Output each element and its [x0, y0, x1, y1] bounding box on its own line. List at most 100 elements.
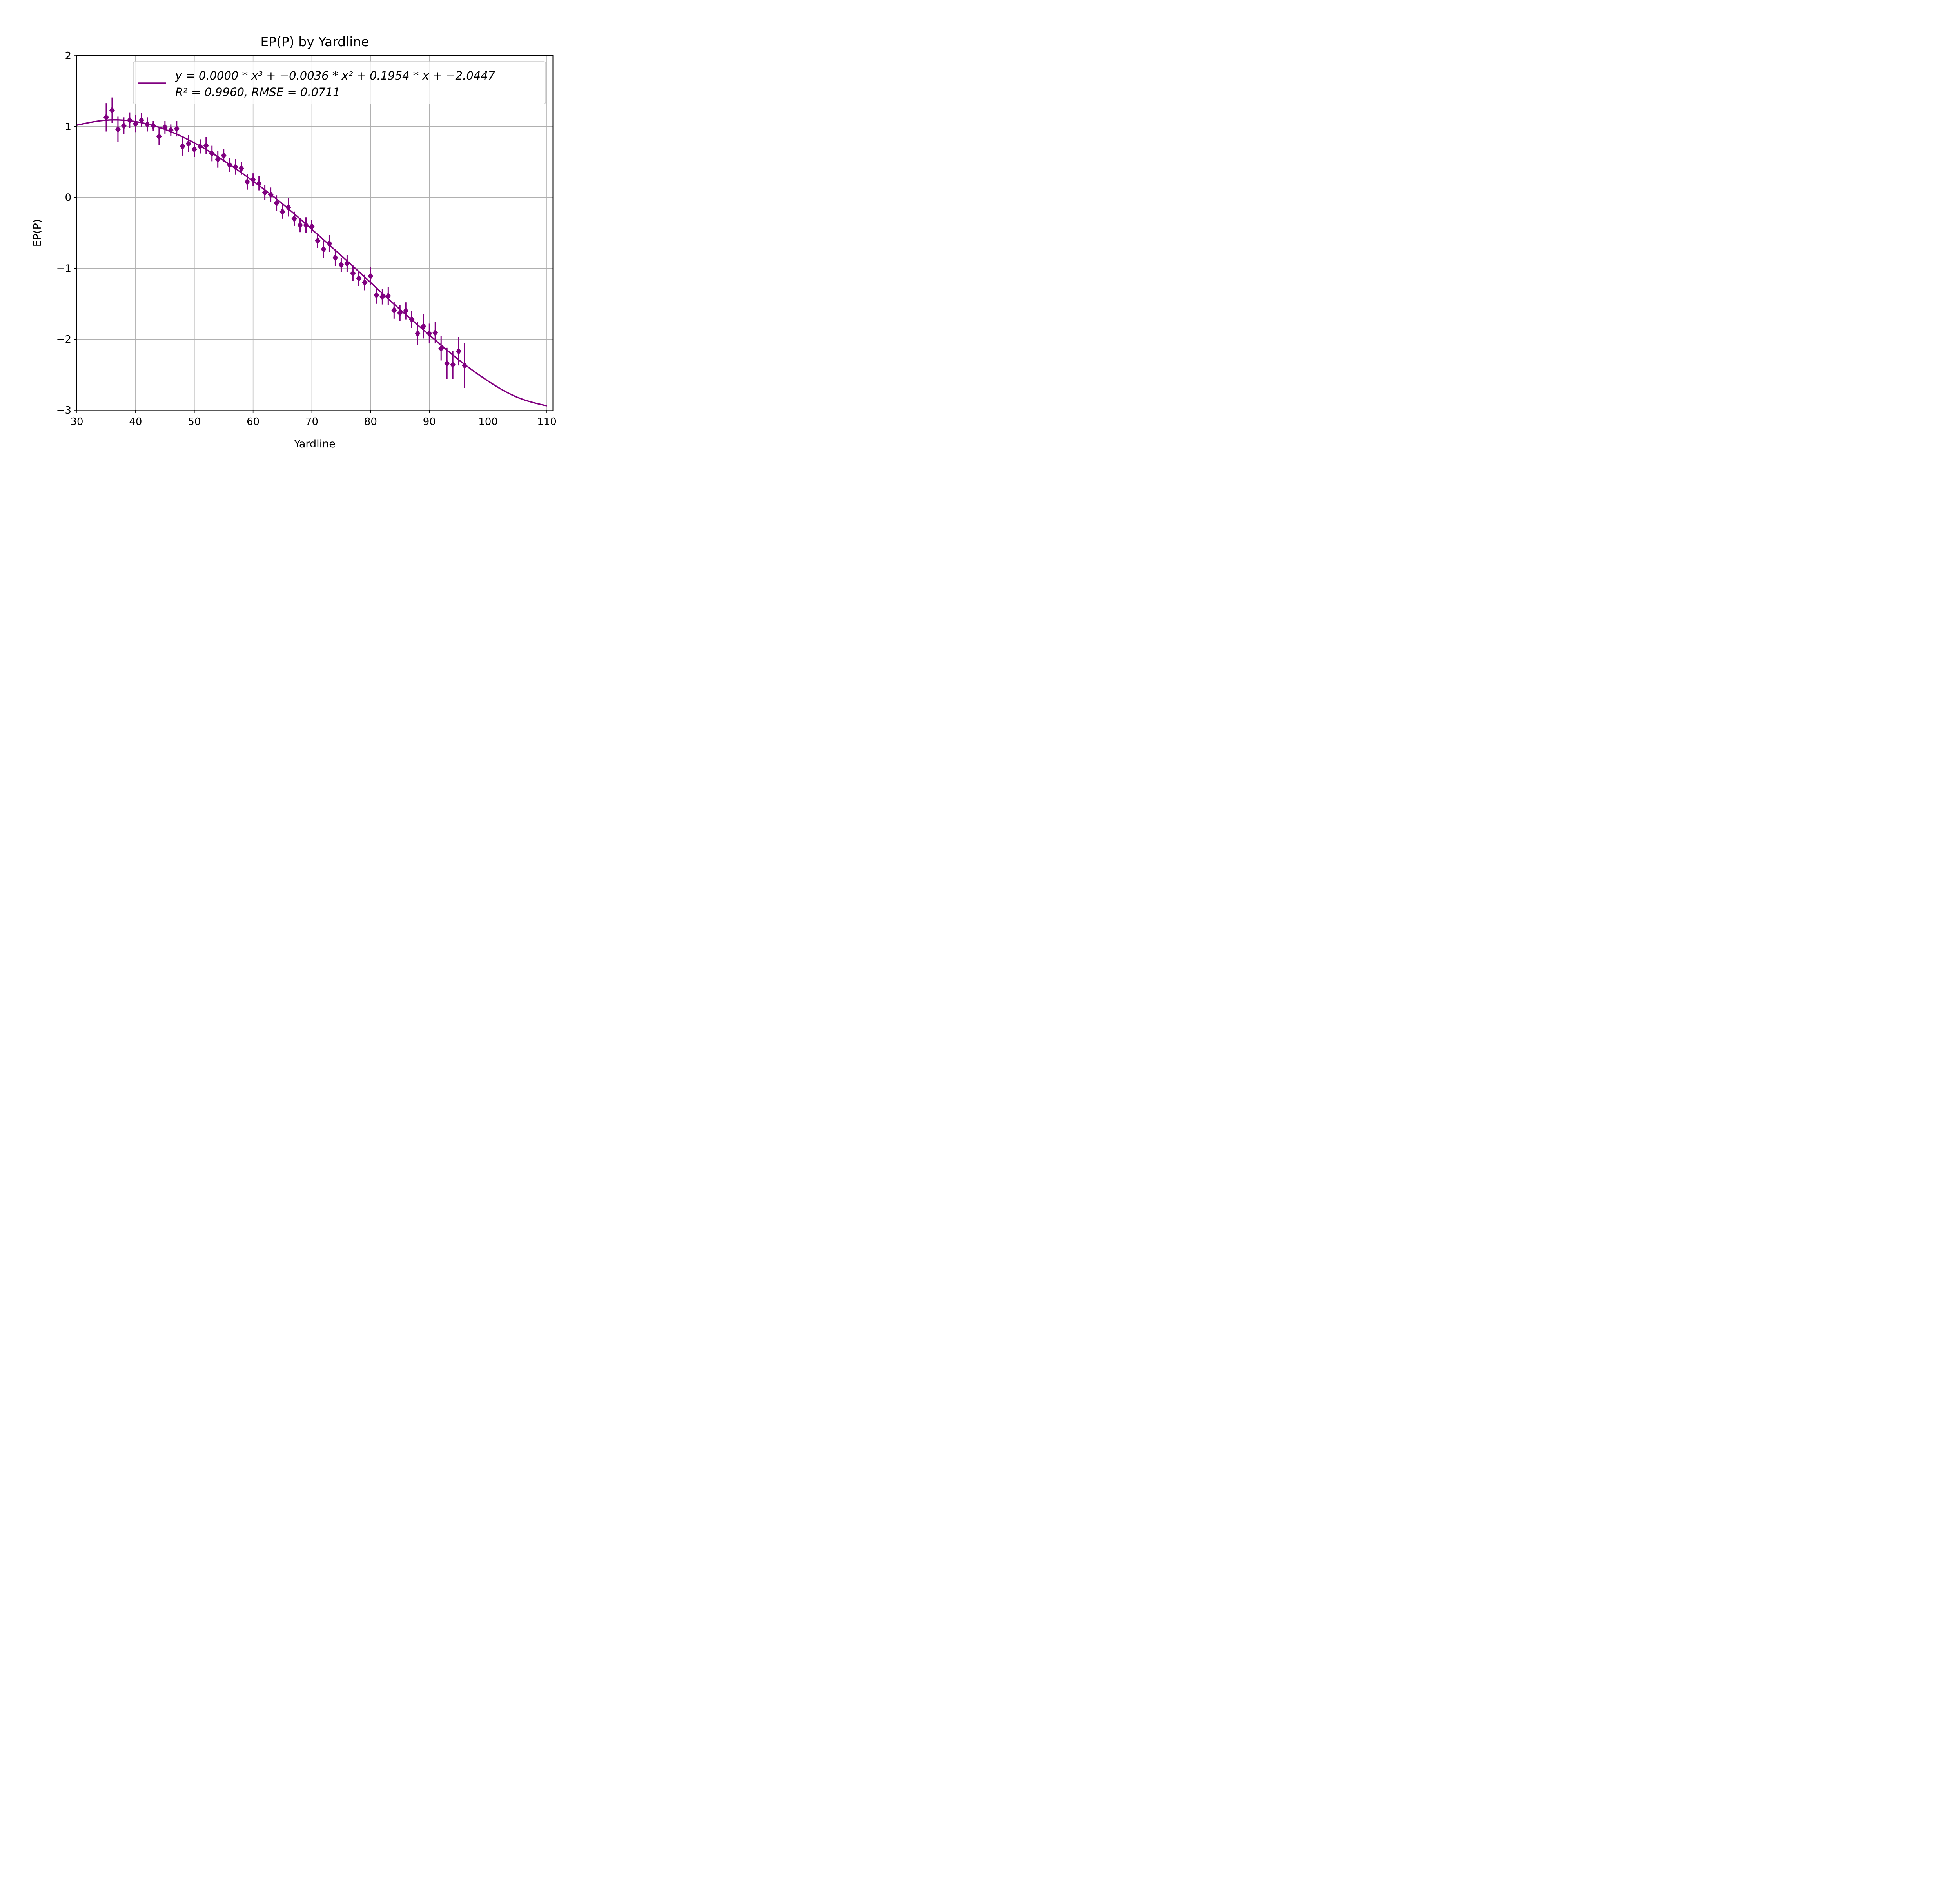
data-point — [344, 255, 350, 272]
diamond-marker — [426, 330, 432, 337]
data-point — [362, 274, 368, 291]
data-point — [197, 139, 203, 154]
diamond-marker — [238, 165, 244, 172]
diamond-marker — [327, 240, 332, 247]
diamond-marker — [374, 292, 379, 299]
diamond-marker — [356, 274, 362, 282]
x-tick-label: 110 — [537, 416, 557, 428]
data-point — [227, 158, 232, 172]
diamond-marker — [456, 347, 462, 355]
plot-frame — [76, 55, 554, 411]
data-point — [238, 162, 244, 175]
diamond-marker — [103, 114, 109, 121]
diamond-marker — [268, 191, 274, 198]
data-point — [303, 217, 309, 233]
data-point — [174, 121, 180, 137]
diamond-marker — [285, 203, 291, 211]
diamond-marker — [274, 200, 279, 207]
data-point — [415, 322, 421, 345]
diamond-marker — [462, 362, 468, 369]
y-tick-label: −3 — [56, 405, 71, 416]
data-point — [180, 137, 185, 156]
diamond-marker — [256, 180, 262, 187]
diamond-marker — [344, 260, 350, 267]
diamond-marker — [109, 107, 115, 114]
data-point — [397, 305, 403, 321]
data-point — [285, 198, 291, 217]
x-tick-label: 70 — [305, 416, 318, 428]
x-axis-label: Yardline — [294, 438, 336, 450]
data-point — [138, 113, 144, 127]
data-point — [391, 302, 397, 319]
chart: EP(P) by Yardline 30 40 50 60 70 80 90 100 110 −… — [0, 0, 607, 456]
data-point — [221, 149, 227, 162]
diamond-marker — [150, 122, 156, 129]
diamond-marker — [385, 292, 391, 300]
y-tick-label: 2 — [65, 50, 71, 62]
data-point — [103, 103, 109, 132]
diamond-marker — [203, 142, 209, 149]
data-point — [332, 249, 338, 266]
diamond-marker — [132, 120, 138, 127]
data-point — [121, 117, 127, 134]
data-point — [438, 336, 444, 361]
diamond-marker — [209, 150, 215, 157]
diamond-marker — [180, 143, 185, 150]
data-point — [268, 187, 274, 202]
diamond-marker — [379, 293, 385, 300]
data-point — [338, 258, 344, 272]
data-point — [374, 287, 379, 304]
data-point — [444, 347, 450, 379]
diamond-marker — [144, 121, 150, 128]
diamond-marker — [191, 145, 197, 153]
data-point — [368, 267, 374, 285]
diamond-marker — [432, 329, 438, 336]
data-point — [450, 351, 456, 379]
diamond-marker — [197, 143, 203, 150]
data-point — [409, 311, 415, 328]
diamond-marker — [315, 237, 321, 244]
legend-box — [133, 61, 546, 104]
diamond-marker — [262, 189, 268, 196]
data-point — [109, 97, 115, 123]
diamond-marker — [303, 222, 309, 229]
diamond-marker — [450, 361, 456, 369]
data-point — [421, 314, 426, 339]
diamond-marker — [397, 309, 403, 317]
diamond-marker — [232, 163, 238, 171]
legend-fit-stats: R² = 0.9960, RMSE = 0.0711 — [175, 85, 340, 99]
y-axis-label: EP(P) — [31, 219, 44, 247]
diamond-marker — [403, 307, 409, 314]
legend: y = 0.0000 * x³ + −0.0036 * x² + 0.1954 … — [133, 61, 546, 104]
data-point — [297, 218, 303, 233]
data-point — [403, 302, 409, 320]
data-point — [321, 240, 327, 258]
data-point — [144, 117, 150, 132]
x-tick-label: 50 — [188, 416, 201, 428]
y-tick-label: −1 — [56, 263, 71, 274]
diamond-marker — [174, 125, 180, 133]
diamond-marker — [185, 140, 191, 147]
x-tick-label: 40 — [129, 416, 142, 428]
diamond-marker — [244, 178, 250, 185]
diamond-marker — [444, 360, 450, 367]
data-point — [327, 235, 332, 252]
data-point — [356, 270, 362, 286]
data-point — [127, 112, 132, 128]
diamond-marker — [168, 126, 174, 134]
diamond-marker — [321, 245, 327, 253]
diamond-marker — [227, 161, 232, 169]
diamond-marker — [115, 126, 121, 133]
y-tick-label: 1 — [65, 121, 71, 133]
data-point — [379, 289, 385, 305]
data-point — [256, 176, 262, 191]
data-point — [156, 128, 162, 145]
diamond-marker — [156, 133, 162, 140]
x-tick-label: 100 — [478, 416, 498, 428]
data-point — [462, 343, 468, 388]
data-point — [262, 185, 268, 200]
x-axis: 30 40 50 60 70 80 90 100 110 — [70, 410, 557, 428]
diamond-marker — [127, 116, 132, 124]
diamond-marker — [332, 254, 338, 262]
data-point — [250, 173, 256, 186]
